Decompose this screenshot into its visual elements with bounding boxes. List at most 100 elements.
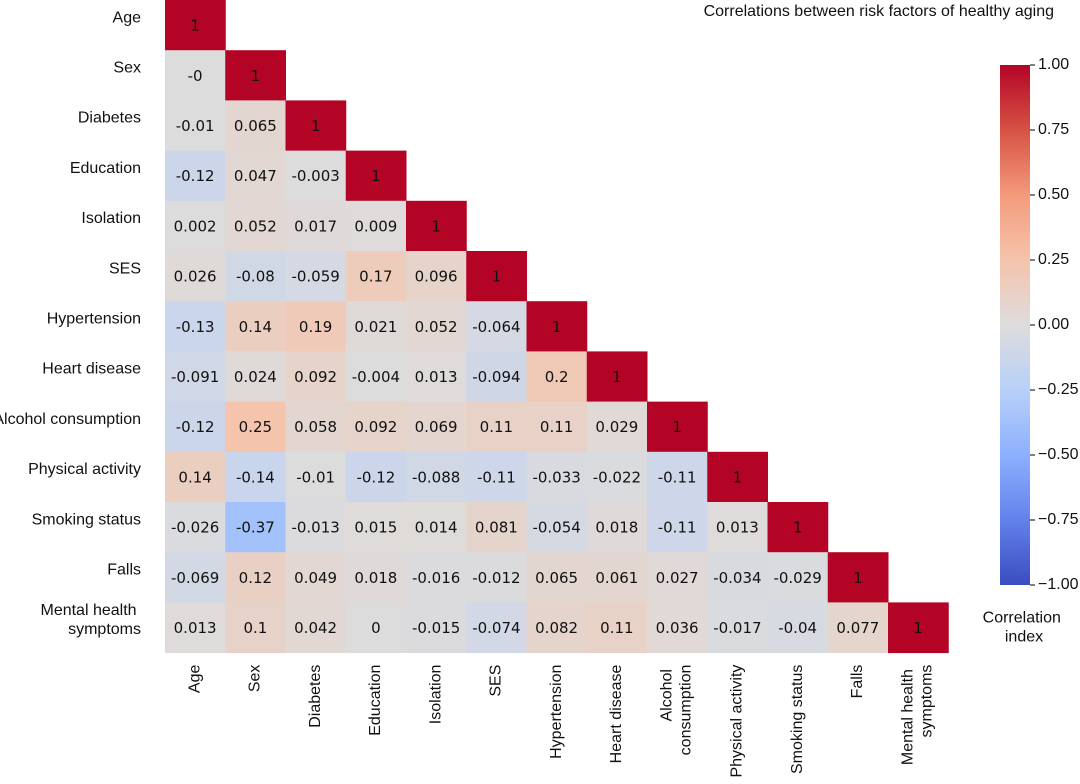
y-tick-label: Education (70, 160, 141, 177)
colorbar-tick-label: −1.00 (1038, 576, 1079, 593)
cell-label: 1 (733, 468, 743, 486)
cell-label: -0.37 (236, 519, 275, 537)
heatmap-cell (345, 251, 407, 302)
heatmap-cell (466, 602, 527, 654)
cell-label: -0.04 (778, 619, 817, 637)
cell-label: 1 (251, 67, 261, 85)
colorbar-tick-label: 0.75 (1038, 121, 1069, 138)
cell-label: 0 (371, 619, 381, 637)
cell-label: -0.064 (472, 318, 520, 336)
cell-label: 0.027 (656, 569, 699, 587)
heatmap-cell (586, 502, 648, 553)
heatmap-cell (285, 150, 347, 202)
heatmap-cell (165, 0, 226, 51)
colorbar (1000, 65, 1030, 585)
heatmap-cell (466, 401, 527, 453)
heatmap-cell (165, 552, 226, 603)
cell-label: -0.012 (472, 569, 520, 587)
colorbar-tick-label: 0.50 (1038, 186, 1069, 203)
cell-label: 0.096 (415, 268, 458, 286)
heatmap-cell (165, 251, 226, 302)
heatmap-cell (406, 351, 467, 403)
cell-label: 0.002 (174, 217, 217, 235)
x-tick-label: Sex (247, 665, 264, 693)
heatmap-cell (225, 251, 286, 302)
heatmap-cell (707, 602, 768, 654)
heatmap-cell (466, 502, 527, 553)
colorbar-tick-label: −0.75 (1038, 511, 1079, 528)
heatmap-cell (285, 100, 347, 152)
heatmap-cell (406, 251, 467, 302)
cell-label: 0.017 (294, 217, 337, 235)
cell-label: 0.049 (294, 569, 337, 587)
heatmap-cell (165, 502, 226, 553)
cell-label: -0.034 (713, 569, 761, 587)
heatmap-cell (285, 301, 347, 352)
heatmap-cell (647, 602, 708, 654)
heatmap-cell (225, 602, 286, 654)
cell-label: -0.074 (472, 619, 520, 637)
heatmap-cell (285, 552, 347, 603)
heatmap-cell (225, 401, 286, 453)
x-tick-label: Smoking status (789, 665, 806, 774)
cell-label: 0.052 (415, 318, 458, 336)
cell-label: -0.054 (532, 519, 580, 537)
heatmap-cell (767, 552, 829, 603)
chart-title: Correlations between risk factors of hea… (704, 3, 1054, 20)
cell-label: 0.024 (234, 368, 277, 386)
colorbar-tick-label: −0.25 (1038, 381, 1079, 398)
cell-label: 0.047 (234, 167, 277, 185)
heatmap-cell (466, 251, 527, 302)
cell-label: 0.013 (716, 519, 759, 537)
heatmap-cell (526, 451, 588, 503)
cell-label: -0.11 (658, 519, 697, 537)
heatmap-cell (165, 602, 226, 654)
heatmap-cell (285, 200, 347, 252)
x-tick-label: Physical activity (729, 665, 746, 778)
heatmap-cell (406, 200, 467, 252)
heatmap-cell (586, 552, 648, 603)
cell-label: 0.052 (234, 217, 277, 235)
cell-label: -0.013 (291, 519, 339, 537)
heatmap-cell (406, 552, 467, 603)
cell-label: 1 (913, 619, 923, 637)
cell-label: -0.004 (352, 368, 400, 386)
heatmap-cell (647, 451, 708, 503)
heatmap-cell (526, 552, 588, 603)
cell-label: 1 (492, 268, 502, 286)
heatmap-cell (647, 502, 708, 553)
cell-label: 1 (552, 318, 562, 336)
y-tick-label: Mental health symptoms (40, 602, 141, 638)
cell-label: 0.065 (234, 117, 277, 135)
heatmap-cell (526, 301, 588, 352)
heatmap-cell (345, 401, 407, 453)
heatmap-cell (285, 602, 347, 654)
heatmap-cell (165, 50, 226, 101)
x-tick-label: Falls (849, 665, 866, 699)
cell-label: 1 (311, 117, 321, 135)
heatmap-cell (526, 602, 588, 654)
cell-label: 0.058 (294, 418, 337, 436)
cell-label: -0.12 (176, 418, 215, 436)
colorbar-tick-label: 0.00 (1038, 316, 1069, 333)
x-tick-label: Diabetes (307, 665, 324, 728)
cell-label: -0.12 (176, 167, 215, 185)
cell-label: 0.029 (595, 418, 638, 436)
heatmap-cell (225, 100, 286, 152)
cell-label: 0.018 (354, 569, 397, 587)
heatmap-cell (345, 351, 407, 403)
cell-label: -0.13 (176, 318, 215, 336)
cell-label: 0.081 (475, 519, 518, 537)
cell-label: 0.061 (595, 569, 638, 587)
heatmap-cell (165, 200, 226, 252)
heatmap-cell (466, 552, 527, 603)
cell-label: -0.01 (296, 468, 335, 486)
cell-label: 0.14 (239, 318, 272, 336)
heatmap-cell (165, 351, 226, 403)
heatmap-cell (345, 451, 407, 503)
heatmap-cell (165, 451, 226, 503)
x-tick-label: Mental health symptoms (900, 665, 936, 766)
colorbar-label: Correlation index (983, 610, 1066, 646)
heatmap-cell (285, 451, 347, 503)
cell-label: -0.094 (472, 368, 520, 386)
